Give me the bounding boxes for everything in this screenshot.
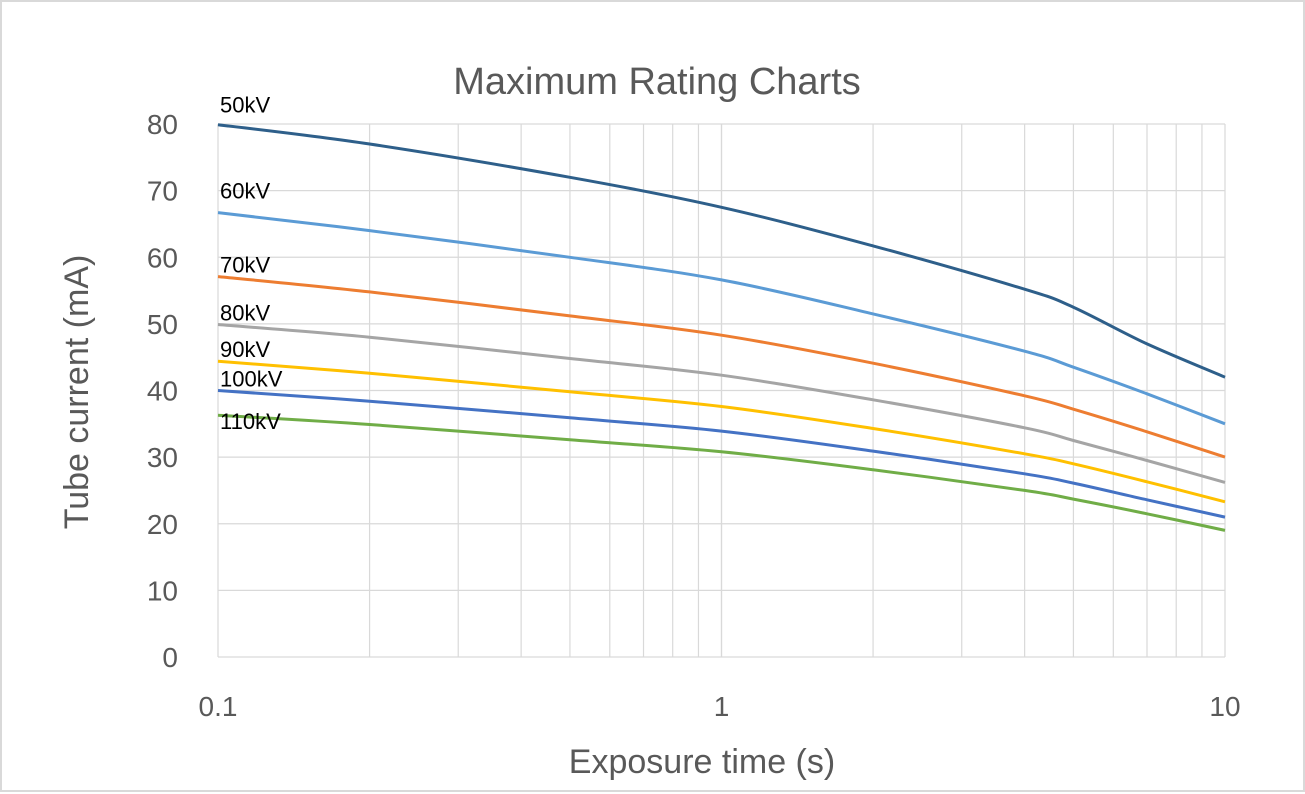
series-label-60kV: 60kV [220, 179, 270, 204]
series-label-70kV: 70kV [220, 253, 270, 278]
series-label-90kV: 90kV [220, 337, 270, 362]
y-tick-label: 60 [147, 242, 178, 273]
y-tick-label: 20 [147, 509, 178, 540]
x-tick-label: 1 [714, 691, 730, 722]
x-tick-label: 10 [1209, 691, 1240, 722]
x-axis-title: Exposure time (s) [569, 743, 835, 781]
series-line-90kV [217, 359, 1226, 504]
series-line-60kV [217, 211, 1226, 426]
series-line-100kV [217, 389, 1226, 519]
y-tick-label: 50 [147, 309, 178, 340]
series-line-70kV [217, 275, 1226, 459]
y-tick-label: 10 [147, 575, 178, 606]
series-label-50kV: 50kV [220, 93, 270, 118]
series-line-110kV [217, 413, 1226, 532]
y-tick-label: 80 [147, 109, 178, 140]
y-tick-label: 40 [147, 376, 178, 407]
series-line-80kV [217, 323, 1226, 484]
chart-title: Maximum Rating Charts [453, 61, 861, 103]
series-line-50kV [217, 123, 1226, 379]
y-tick-label: 30 [147, 442, 178, 473]
y-tick-label: 0 [162, 642, 178, 673]
series-label-80kV: 80kV [220, 301, 270, 326]
series-label-110kV: 110kV [220, 409, 281, 434]
x-tick-label: 0.1 [199, 691, 238, 722]
y-axis-title: Tube current (mA) [58, 255, 96, 530]
y-tick-label: 70 [147, 176, 178, 207]
series-label-100kV: 100kV [220, 367, 283, 392]
